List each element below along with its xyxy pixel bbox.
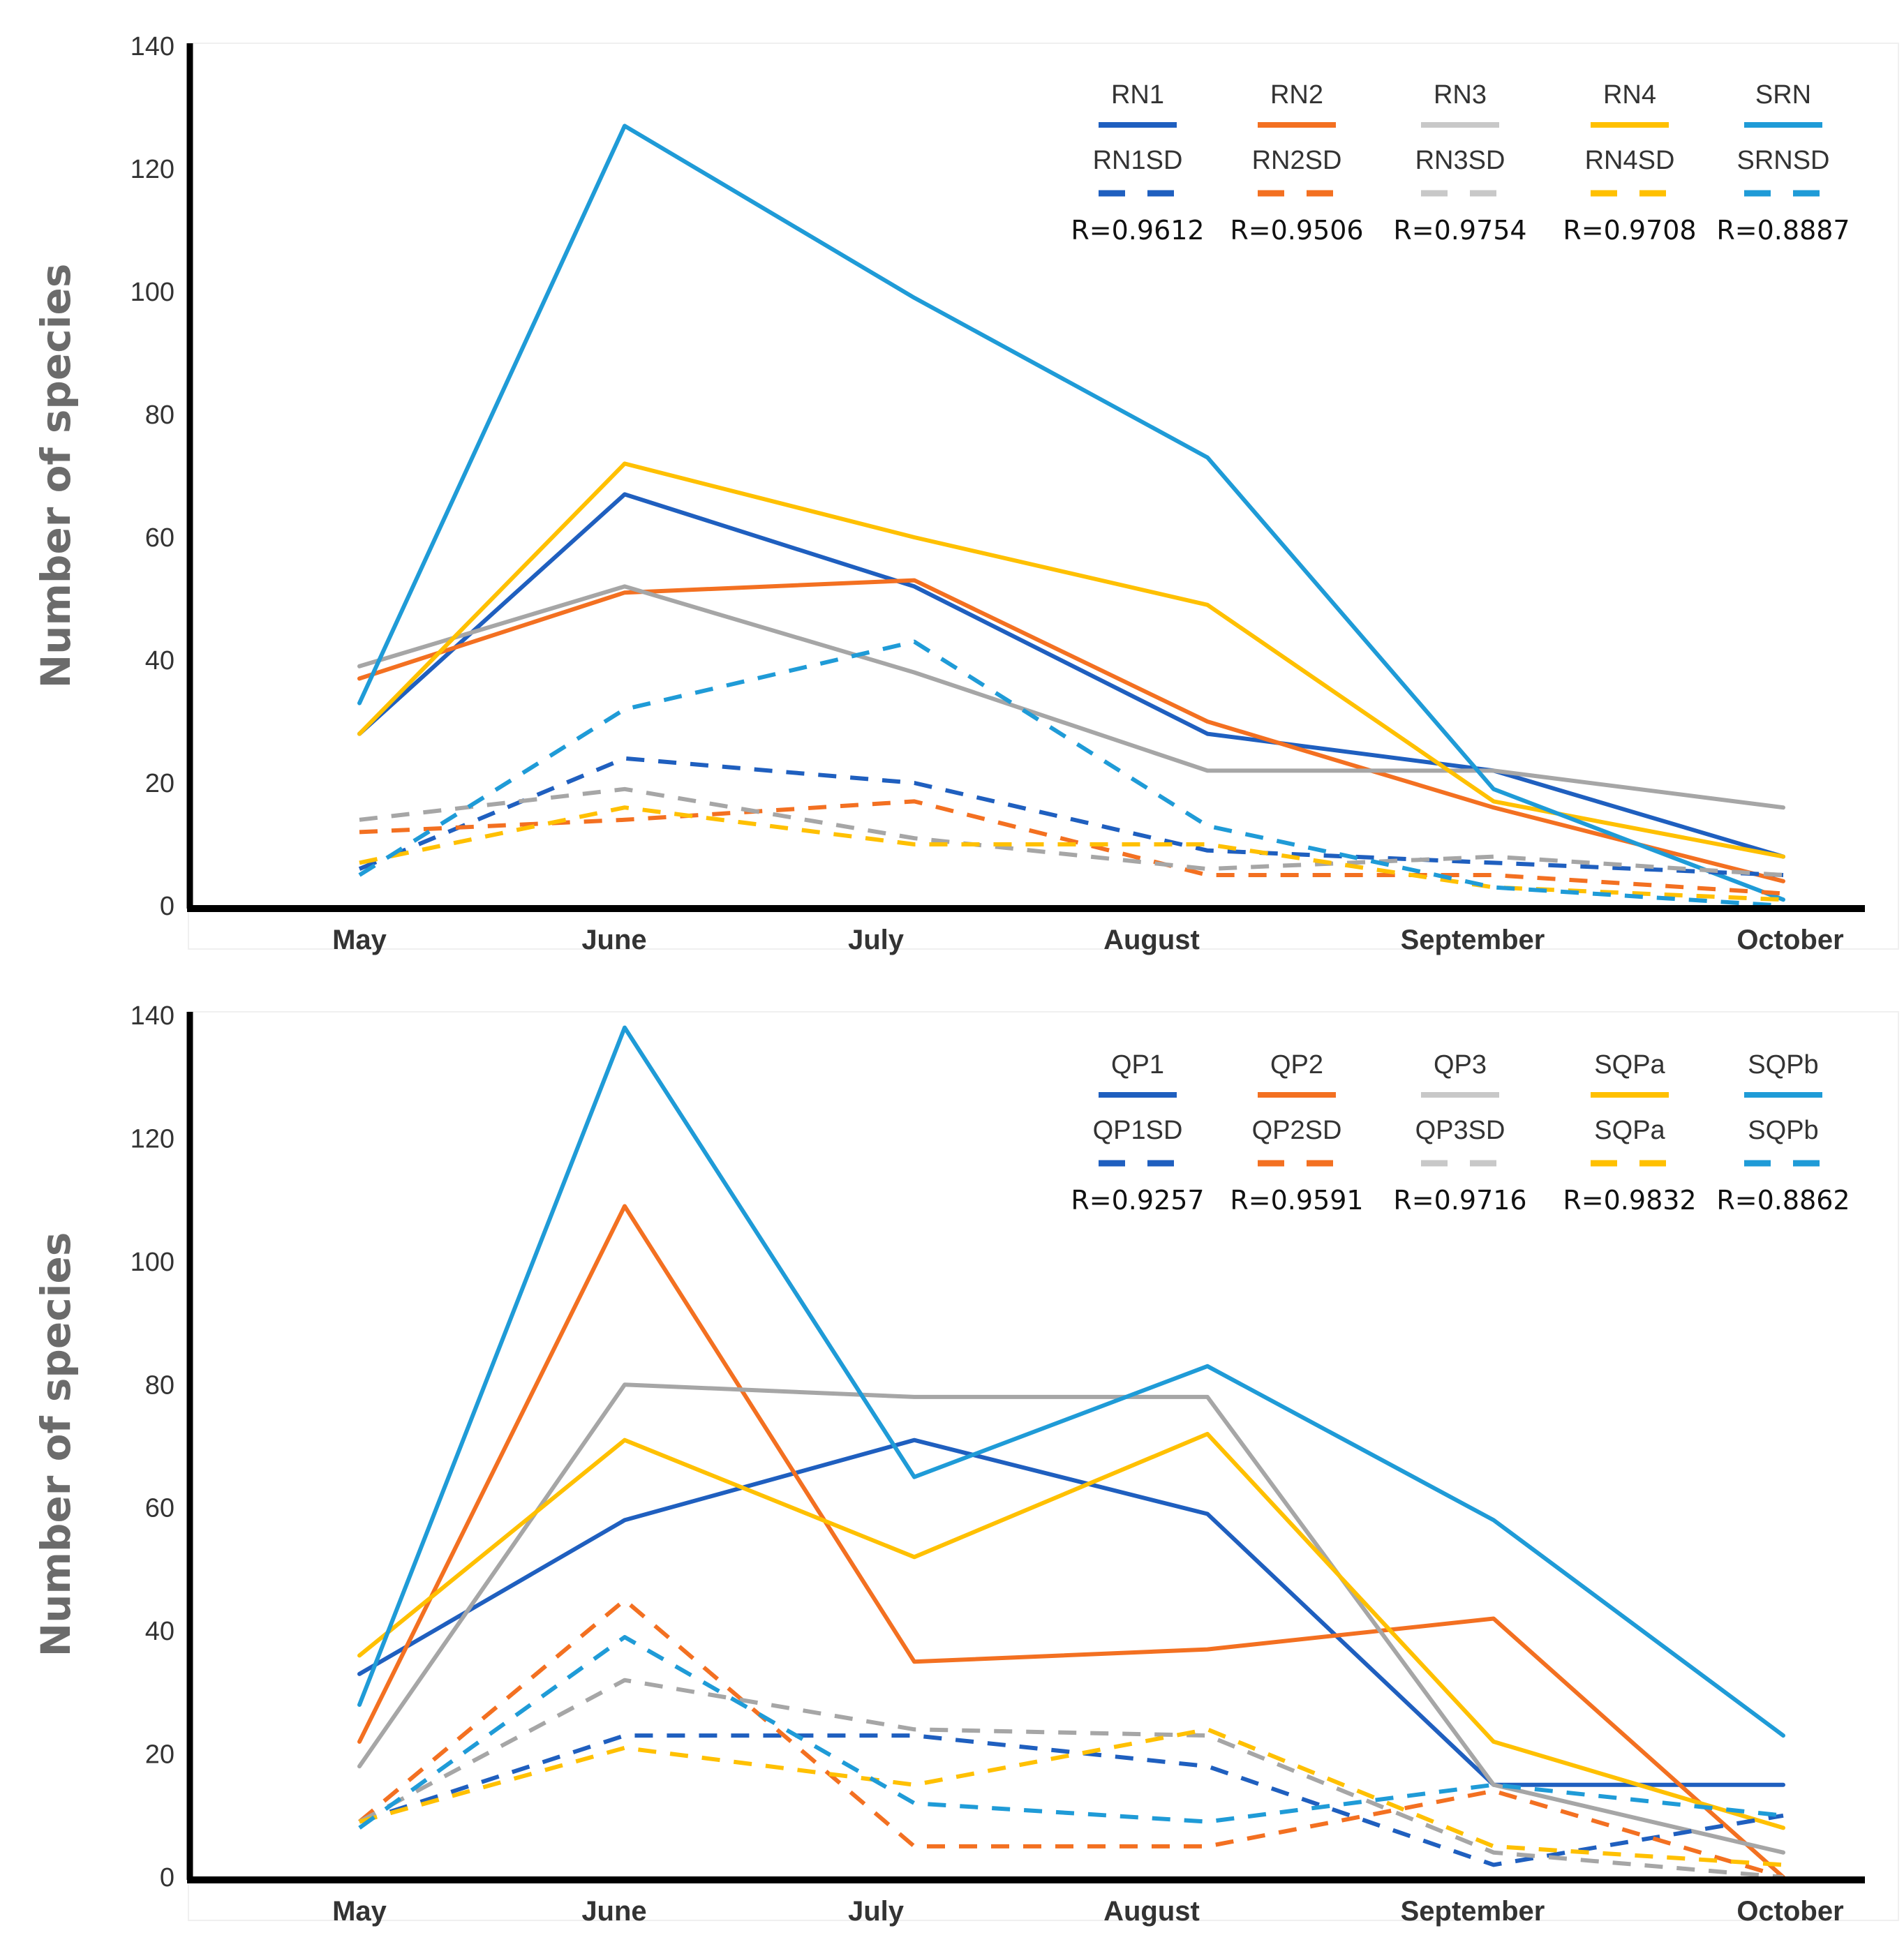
legend-r-value: R=0.9832 — [1563, 1185, 1696, 1216]
legend-label: RN3 — [1434, 80, 1487, 110]
series-line-srn — [357, 124, 1785, 902]
legend-r-value: R=0.9716 — [1393, 1185, 1526, 1216]
legend-r-value: R=0.8887 — [1716, 215, 1850, 246]
x-tick-label: May — [332, 925, 387, 955]
y-tick-label: 140 — [131, 32, 174, 61]
series-line-rn2 — [357, 578, 1785, 883]
y-tick-label: 80 — [145, 401, 174, 430]
y-tick-label: 60 — [145, 523, 174, 553]
series-line-sqpa-sd — [359, 1727, 1784, 1867]
series-line-qp1sd — [359, 1733, 1784, 1867]
legend-label-sd: SRNSD — [1736, 146, 1829, 175]
x-tick-label: July — [848, 925, 905, 955]
x-tick-label: September — [1401, 1896, 1545, 1927]
series-line-qp3sd — [358, 1678, 1784, 1879]
legend-label-sd: RN1SD — [1093, 146, 1183, 175]
x-tick-label: October — [1736, 925, 1843, 955]
series-line-qp3 — [357, 1382, 1785, 1855]
chart-panel-2: 0 20 40 60 80 100 120 140 Number of species May Ju… — [32, 1001, 1899, 1927]
legend-label-sd: SQPb — [1748, 1116, 1818, 1145]
legend-r-value: R=0.9754 — [1393, 215, 1526, 246]
x-tick-label: May — [332, 1896, 387, 1927]
y-tick-label: 80 — [145, 1371, 174, 1400]
y-tick-label: 100 — [131, 278, 174, 307]
x-tick-label: June — [581, 1896, 646, 1927]
y-tick-label: 20 — [145, 1740, 174, 1770]
series-line-rn1 — [357, 492, 1785, 859]
y-tick-label: 120 — [131, 1124, 174, 1153]
series-line-srnsd — [358, 639, 1784, 908]
y-tick-label: 40 — [145, 1617, 174, 1646]
series-line-qp2 — [357, 1204, 1785, 1879]
y-tick-label: 100 — [131, 1248, 174, 1277]
legend-label: RN4 — [1603, 80, 1656, 110]
x-tick-label: June — [581, 925, 646, 955]
legend-r-value: R=0.8862 — [1716, 1185, 1850, 1216]
y-axis-label: Number of species — [32, 1232, 80, 1657]
legend-label-sd: SQPa — [1594, 1116, 1665, 1145]
legend-label: QP2 — [1270, 1050, 1323, 1080]
legend-label: QP1 — [1111, 1050, 1164, 1080]
series-line-sqpb — [357, 1025, 1785, 1738]
legend-r-value: R=0.9708 — [1563, 215, 1696, 246]
chart-panel-1: 0 20 40 60 80 100 120 140 Number of species May Ju… — [32, 32, 1899, 955]
x-tick-label: September — [1401, 925, 1545, 955]
y-tick-label: 140 — [131, 1001, 174, 1031]
series-line-rn3sd — [359, 786, 1784, 877]
legend-label-sd: RN4SD — [1585, 146, 1675, 175]
y-axis-label: Number of species — [32, 264, 80, 689]
legend-label-sd: QP3SD — [1415, 1116, 1505, 1145]
legend-label: RN1 — [1111, 80, 1164, 110]
x-tick-label: August — [1103, 1896, 1200, 1927]
y-tick-label: 0 — [160, 892, 174, 921]
legend-label-sd: RN2SD — [1252, 146, 1342, 175]
series-line-sqpb-sd — [358, 1635, 1784, 1830]
legend-label-sd: QP2SD — [1252, 1116, 1342, 1145]
y-tick-label: 0 — [160, 1863, 174, 1892]
x-tick-label: October — [1736, 1896, 1843, 1927]
series-line-sqpa — [357, 1431, 1785, 1830]
y-tick-label: 40 — [145, 646, 174, 675]
series-line-rn1sd — [358, 756, 1784, 877]
legend: QP1 QP1SD R=0.9257 QP2 QP2SD R=0.9591 QP3 QP3SD… — [1071, 1050, 1850, 1216]
series-line-qp2sd — [358, 1598, 1784, 1879]
series-line-qp1 — [357, 1438, 1785, 1787]
series-line-rn4 — [357, 461, 1785, 859]
y-tick-label: 120 — [131, 155, 174, 184]
legend-label: SQPb — [1748, 1050, 1818, 1080]
legend-label: QP3 — [1434, 1050, 1487, 1080]
y-tick-label: 60 — [145, 1494, 174, 1523]
series-line-rn2sd — [359, 799, 1784, 896]
series-line-rn3 — [357, 584, 1785, 810]
legend-label-sd: QP1SD — [1093, 1116, 1183, 1145]
y-tick-label: 20 — [145, 769, 174, 798]
x-tick-label: August — [1103, 925, 1200, 955]
legend-r-value: R=0.9257 — [1071, 1185, 1204, 1216]
x-tick-label: July — [848, 1896, 905, 1927]
legend-label: SRN — [1755, 80, 1811, 110]
legend-r-value: R=0.9612 — [1071, 215, 1204, 246]
legend: RN1 RN1SD R=0.9612 RN2 RN2SD R=0.9506 RN3 RN3SD… — [1071, 80, 1850, 246]
legend-label-sd: RN3SD — [1415, 146, 1505, 175]
legend-r-value: R=0.9591 — [1230, 1185, 1363, 1216]
legend-r-value: R=0.9506 — [1230, 215, 1363, 246]
legend-label: RN2 — [1270, 80, 1323, 110]
legend-label: SQPa — [1594, 1050, 1665, 1080]
